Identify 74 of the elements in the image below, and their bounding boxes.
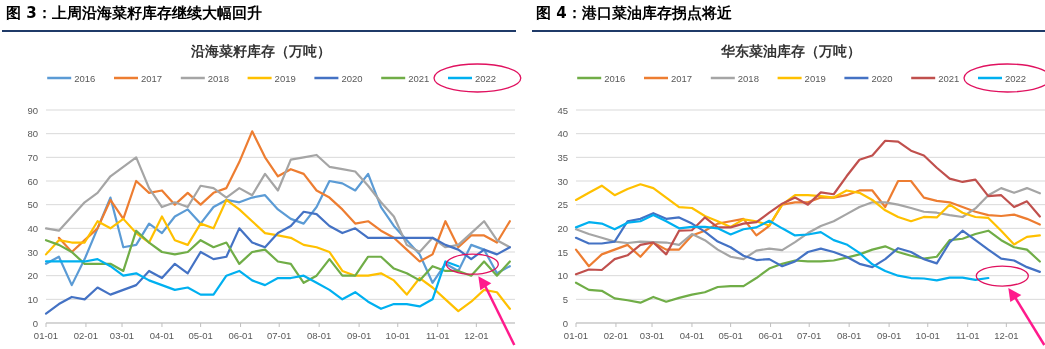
- x-tick-label: 05-01: [188, 330, 213, 341]
- x-tick-label: 02-01: [73, 330, 99, 341]
- x-tick-label: 12-01: [994, 330, 1019, 341]
- x-tick-label: 10-01: [385, 330, 410, 341]
- y-tick-label: 15: [557, 246, 568, 258]
- y-tick-label: 20: [27, 270, 38, 282]
- x-tick-label: 11-01: [955, 330, 980, 341]
- x-tick-label: 01-01: [563, 330, 589, 341]
- x-tick-label: 04-01: [679, 330, 705, 341]
- y-tick-label: 10: [557, 270, 568, 282]
- y-tick-label: 25: [557, 199, 568, 211]
- x-tick-label: 01-01: [33, 330, 59, 341]
- y-tick-label: 20: [557, 222, 568, 234]
- y-tick-label: 80: [27, 128, 38, 140]
- y-tick-label: 40: [27, 222, 38, 234]
- legend-label: 2018: [207, 72, 229, 84]
- line-series: [574, 183, 1041, 246]
- x-tick-label: 05-01: [718, 330, 743, 341]
- x-tick-label: 07-01: [797, 330, 822, 341]
- chart-title: 图 3：上周沿海菜籽库存继续大幅回升: [6, 4, 262, 22]
- x-tick-label: 08-01: [307, 330, 332, 341]
- y-tick-label: 30: [557, 175, 568, 187]
- y-tick-label: 5: [562, 293, 568, 305]
- line-series: [574, 179, 1041, 268]
- legend-label: 2017: [671, 72, 693, 84]
- legend-label: 2019: [274, 72, 296, 84]
- line-series: [574, 229, 1041, 304]
- legend-label: 2022: [475, 72, 497, 84]
- legend-label: 2016: [74, 72, 96, 84]
- y-tick-label: 90: [27, 104, 38, 116]
- legend-label: 2020: [871, 72, 893, 84]
- x-tick-label: 10-01: [915, 330, 940, 341]
- line-series: [574, 187, 1041, 261]
- y-tick-label: 60: [27, 175, 38, 187]
- line-series: [44, 229, 511, 284]
- line-series: [57, 130, 511, 263]
- y-tick-label: 70: [27, 151, 38, 163]
- legend-label: 2017: [141, 72, 163, 84]
- x-tick-label: 11-01: [425, 330, 450, 341]
- line-series: [44, 153, 511, 254]
- x-tick-label: 08-01: [837, 330, 862, 341]
- y-tick-label: 45: [557, 104, 568, 116]
- x-tick-label: 06-01: [228, 330, 253, 341]
- chart-title: 图 4：港口菜油库存拐点将近: [536, 4, 733, 22]
- x-tick-label: 12-01: [464, 330, 489, 341]
- x-tick-label: 09-01: [346, 330, 372, 341]
- line-series: [574, 139, 1041, 276]
- legend-label: 2021: [938, 72, 960, 84]
- line-series: [574, 213, 990, 282]
- chart-subtitle: 华东菜油库存（万吨）: [720, 43, 861, 59]
- line-series: [574, 212, 1041, 273]
- legend-label: 2019: [804, 72, 826, 84]
- x-tick-label: 03-01: [109, 330, 135, 341]
- x-tick-label: 02-01: [603, 330, 629, 341]
- legend-label: 2022: [1005, 72, 1027, 84]
- y-tick-label: 35: [557, 151, 568, 163]
- x-tick-label: 07-01: [267, 330, 292, 341]
- chart-subtitle: 沿海菜籽库存（万吨）: [190, 43, 331, 59]
- y-tick-label: 40: [557, 128, 568, 140]
- y-tick-label: 0: [32, 317, 38, 329]
- y-tick-label: 30: [27, 246, 38, 258]
- x-tick-label: 03-01: [639, 330, 665, 341]
- legend-label: 2020: [341, 72, 363, 84]
- line-series: [44, 172, 511, 287]
- y-tick-label: 50: [27, 199, 38, 211]
- legend-label: 2018: [737, 72, 759, 84]
- y-tick-label: 0: [562, 317, 568, 329]
- legend-label: 2021: [408, 72, 430, 84]
- x-tick-label: 06-01: [758, 330, 783, 341]
- y-tick-label: 10: [27, 293, 38, 305]
- line-series: [44, 258, 460, 310]
- x-tick-label: 04-01: [149, 330, 175, 341]
- legend-label: 2016: [604, 72, 626, 84]
- x-tick-label: 09-01: [876, 330, 902, 341]
